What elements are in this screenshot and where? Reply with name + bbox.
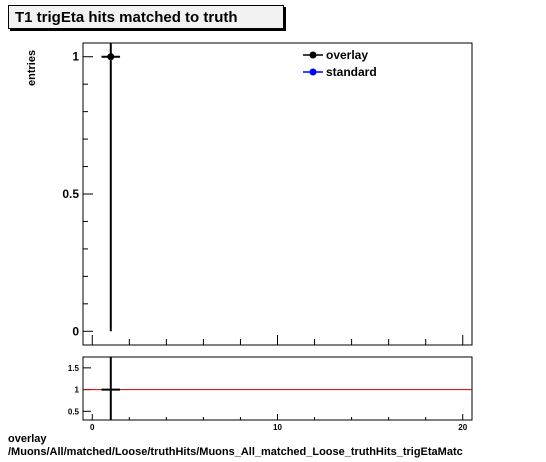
ratio-y-tick-label: 1.5	[68, 364, 80, 373]
x-tick-label: 10	[273, 423, 282, 432]
y-tick-label: 1	[72, 50, 79, 64]
y-tick-label: 0	[72, 324, 79, 338]
ratio-y-tick-label: 0.5	[68, 407, 80, 416]
legend-marker	[309, 68, 317, 76]
legend-entry: standard	[326, 65, 377, 79]
overlay-point	[107, 53, 115, 61]
footer-line2: /Muons/All/matched/Loose/truthHits/Muons…	[8, 446, 463, 458]
ratio-panel: 0.5 1 1.5 0 10 20	[68, 356, 473, 432]
ratio-frame	[82, 356, 473, 421]
main-frame	[82, 42, 473, 346]
legend-marker	[309, 51, 317, 59]
ratio-y-tick-label: 1	[75, 386, 80, 395]
x-tick-label: 20	[458, 423, 467, 432]
footer: overlay /Muons/All/matched/Loose/truthHi…	[8, 433, 463, 459]
footer-line1: overlay	[8, 433, 47, 445]
x-tick-label: 0	[90, 423, 95, 432]
y-tick-label: 0.5	[62, 187, 79, 201]
legend-entry: overlay	[326, 48, 368, 62]
chart-title: T1 trigEta hits matched to truth	[8, 5, 284, 29]
main-panel: 0 0.5 1 overlay standard	[62, 42, 473, 346]
